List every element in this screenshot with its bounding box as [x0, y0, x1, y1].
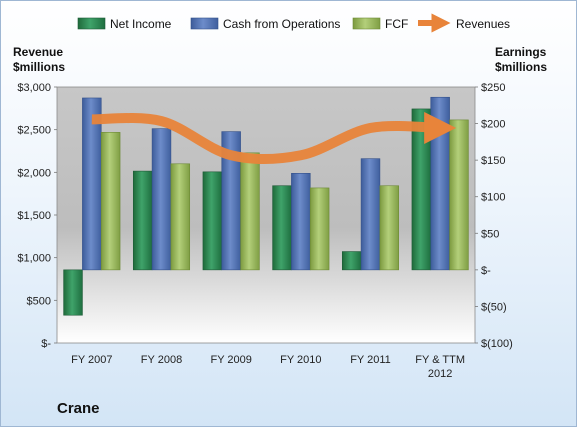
legend-swatch-net-income	[78, 18, 105, 29]
legend-label-cash-from-operations: Cash from Operations	[223, 17, 340, 31]
legend: Net Income Cash from Operations FCF Reve…	[78, 17, 510, 31]
bar-cash-from-operations-fy-2008	[152, 129, 171, 270]
legend-item-revenues: Revenues	[418, 17, 510, 31]
right-tick-label: $(50)	[481, 301, 507, 313]
left-axis-title-line2: $millions	[13, 60, 65, 74]
x-axis-ticks: FY 2007 FY 2008 FY 2009 FY 2010 FY 2011 FY & …	[71, 354, 465, 380]
legend-swatch-fcf	[353, 18, 380, 29]
right-tick-label: $50	[481, 228, 499, 240]
legend-item-cash-from-operations: Cash from Operations	[191, 17, 340, 31]
right-axis-ticks: $(100) $(50) $- $50 $100 $150 $200 $250	[475, 82, 513, 350]
x-tick-label: FY 2011	[350, 354, 391, 366]
bar-cash-from-operations-fy-2010	[291, 173, 310, 270]
legend-label-fcf: FCF	[385, 17, 408, 31]
right-axis-title-line1: Earnings	[495, 45, 547, 59]
bar-fcf-fy-2009	[241, 153, 260, 270]
left-axis-ticks: $- $500 $1,000 $1,500 $2,000 $2,500 $3,000	[17, 82, 57, 350]
legend-label-net-income: Net Income	[110, 17, 172, 31]
bar-net-income-fy-ttm-2012	[412, 109, 431, 270]
right-tick-label: $250	[481, 82, 505, 94]
bar-fcf-fy-2010	[310, 188, 329, 270]
right-tick-label: $100	[481, 192, 505, 204]
bar-fcf-fy-ttm-2012	[450, 120, 469, 270]
bar-net-income-fy-2008	[133, 171, 152, 270]
company-title: Crane	[57, 400, 100, 417]
bar-fcf-fy-2008	[171, 164, 190, 270]
right-tick-label: $150	[481, 155, 505, 167]
x-tick-label: FY 2009	[210, 354, 251, 366]
right-tick-label: $200	[481, 119, 505, 131]
left-tick-label: $500	[27, 295, 51, 307]
legend-swatch-cash-from-operations	[191, 18, 218, 29]
legend-label-revenues: Revenues	[456, 17, 510, 31]
left-axis-title-line1: Revenue	[13, 45, 63, 59]
bar-net-income-fy-2009	[203, 172, 222, 270]
x-tick-label: FY 2008	[141, 354, 182, 366]
left-tick-label: $1,500	[17, 210, 51, 222]
bar-fcf-fy-2011	[380, 186, 399, 270]
bar-net-income-fy-2010	[273, 186, 292, 270]
right-tick-label: $(100)	[481, 338, 513, 350]
bar-fcf-fy-2007	[101, 132, 120, 270]
legend-item-fcf: FCF	[353, 17, 408, 31]
bar-net-income-fy-2007	[64, 270, 83, 315]
x-tick-label: FY 2010	[280, 354, 321, 366]
left-tick-label: $3,000	[17, 82, 51, 94]
bar-net-income-fy-2011	[342, 252, 361, 270]
left-tick-label: $-	[41, 338, 51, 350]
left-tick-label: $2,000	[17, 167, 51, 179]
left-tick-label: $2,500	[17, 125, 51, 137]
x-tick-label: FY 2007	[71, 354, 112, 366]
right-tick-label: $-	[481, 265, 491, 277]
legend-item-net-income: Net Income	[78, 17, 172, 31]
bar-cash-from-operations-fy-2011	[361, 159, 380, 270]
left-tick-label: $1,000	[17, 253, 51, 265]
right-axis-title-line2: $millions	[495, 60, 547, 74]
